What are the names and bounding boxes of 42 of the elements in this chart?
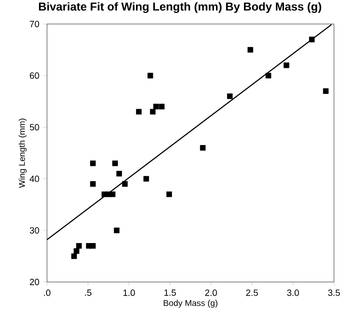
point: [248, 47, 254, 53]
x-tick-label: 2.0: [205, 290, 217, 296]
point: [114, 228, 120, 234]
chart-title: Bivariate Fit of Wing Length (mm) By Body Mass (g): [38, 2, 322, 13]
point: [227, 93, 233, 100]
point: [71, 253, 77, 259]
y-tick-label: 40: [30, 176, 40, 182]
x-tick-label: 1.5: [164, 290, 176, 296]
point: [74, 248, 80, 254]
y-tick-label: 20: [30, 278, 40, 286]
y-tick-label: 50: [30, 124, 40, 130]
point: [150, 108, 156, 115]
x-tick-label: 1.0: [123, 290, 135, 296]
x-tick-label: 3.0: [287, 290, 299, 296]
x-tick-label: 2.5: [246, 290, 258, 296]
point: [200, 145, 206, 151]
point: [148, 72, 154, 78]
x-tick-label: 3.5: [328, 290, 340, 296]
point: [143, 176, 150, 182]
point: [159, 104, 165, 110]
y-tick-label: 30: [30, 227, 40, 234]
point: [90, 243, 96, 249]
point: [122, 181, 128, 187]
point: [90, 160, 96, 166]
x-axis-title: Body Mass (g): [164, 300, 218, 308]
point: [116, 170, 122, 176]
x-tick-label: .0: [44, 290, 50, 296]
point: [136, 108, 142, 115]
point: [266, 72, 272, 78]
point: [112, 160, 118, 166]
point: [76, 243, 82, 249]
y-axis-title: Wing Length (mm): [18, 118, 27, 188]
point: [322, 88, 329, 94]
point: [110, 191, 116, 198]
x-tick-label: .5: [85, 290, 92, 296]
point: [284, 62, 290, 68]
point: [309, 36, 315, 42]
point: [166, 191, 172, 198]
point: [153, 104, 159, 110]
y-tick-label: 60: [30, 72, 40, 79]
point: [90, 181, 96, 187]
y-tick-label: 70: [30, 20, 40, 28]
